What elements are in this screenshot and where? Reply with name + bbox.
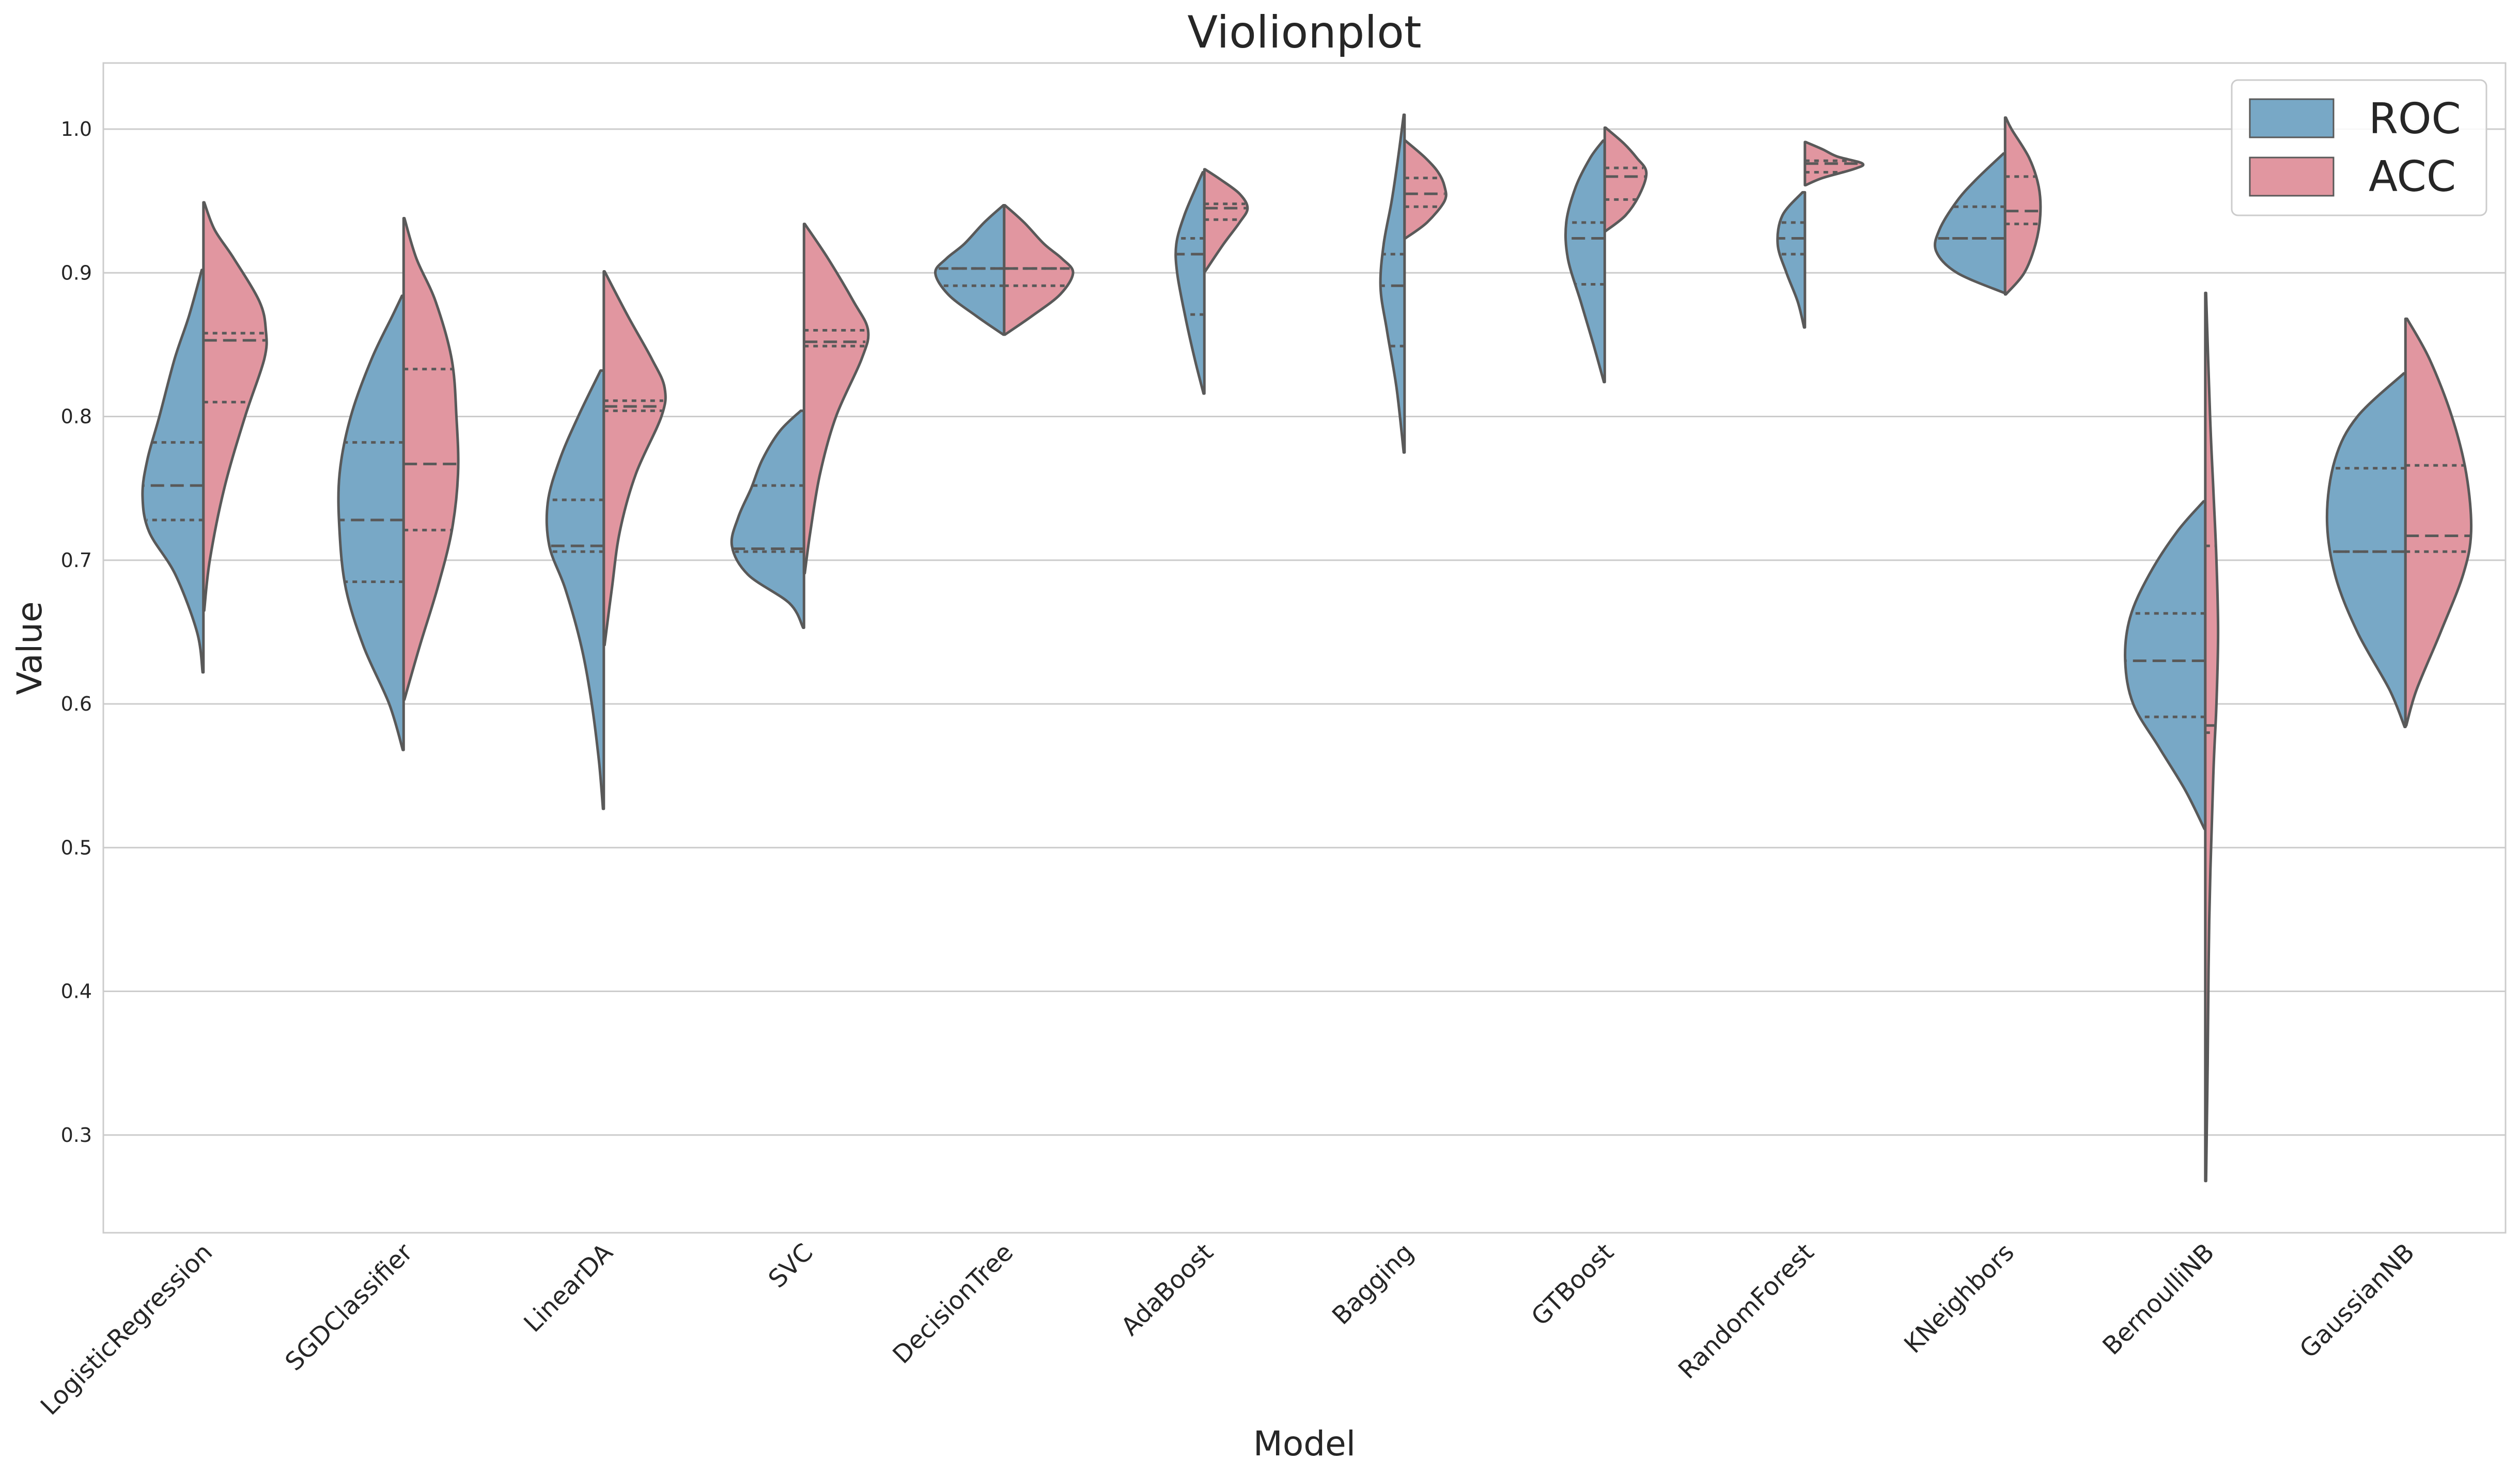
violin-roc-1 — [337, 294, 405, 751]
legend-swatch-roc — [2249, 98, 2335, 138]
y-tick-label: 0.4 — [61, 980, 92, 1003]
y-tick-label: 0.8 — [61, 405, 92, 428]
violin-roc-4 — [934, 204, 1006, 336]
y-tick-label: 0.6 — [61, 693, 92, 715]
chart-title: Violionplot — [1187, 7, 1421, 58]
violin-roc-3 — [730, 409, 805, 629]
violin-roc-11 — [2325, 372, 2407, 728]
plot-frame — [102, 62, 2507, 1234]
violin-roc-0 — [141, 269, 205, 674]
violin-roc-2 — [545, 369, 605, 810]
violin-acc-4 — [1003, 204, 1075, 336]
violin-roc-8 — [1776, 191, 1807, 329]
y-tick-label: 1.0 — [61, 118, 92, 140]
y-tick-label: 0.7 — [61, 549, 92, 572]
violin-acc-3 — [802, 223, 870, 575]
violin-roc-7 — [1564, 139, 1606, 384]
violin-roc-5 — [1174, 171, 1206, 395]
violin-acc-7 — [1603, 126, 1648, 233]
y-tick-label: 0.3 — [61, 1124, 92, 1147]
violin-acc-1 — [402, 217, 460, 701]
violin-acc-2 — [602, 270, 667, 647]
violin-roc-9 — [1934, 152, 2006, 294]
legend-label-acc: ACC — [2369, 152, 2456, 201]
x-axis-label: Model — [1253, 1424, 1356, 1464]
y-tick-label: 0.9 — [61, 261, 92, 284]
violin-acc-9 — [2003, 116, 2042, 296]
legend-swatch-acc — [2249, 156, 2335, 197]
legend-label-roc: ROC — [2369, 95, 2461, 144]
grid-lines — [103, 128, 2506, 1136]
y-tick-labels: 0.3 0.4 0.5 0.6 0.7 0.8 0.9 1.0 — [61, 118, 92, 1147]
y-axis-label: Value — [10, 601, 50, 695]
violin-group — [141, 113, 2473, 1183]
violin-acc-6 — [1403, 139, 1448, 240]
violin-acc-0 — [202, 201, 268, 612]
violin-acc-10 — [2204, 291, 2220, 1183]
violin-roc-6 — [1379, 113, 1406, 454]
y-tick-label: 0.5 — [61, 836, 92, 859]
violin-acc-11 — [2404, 317, 2473, 727]
legend: ROC ACC — [2231, 79, 2487, 216]
